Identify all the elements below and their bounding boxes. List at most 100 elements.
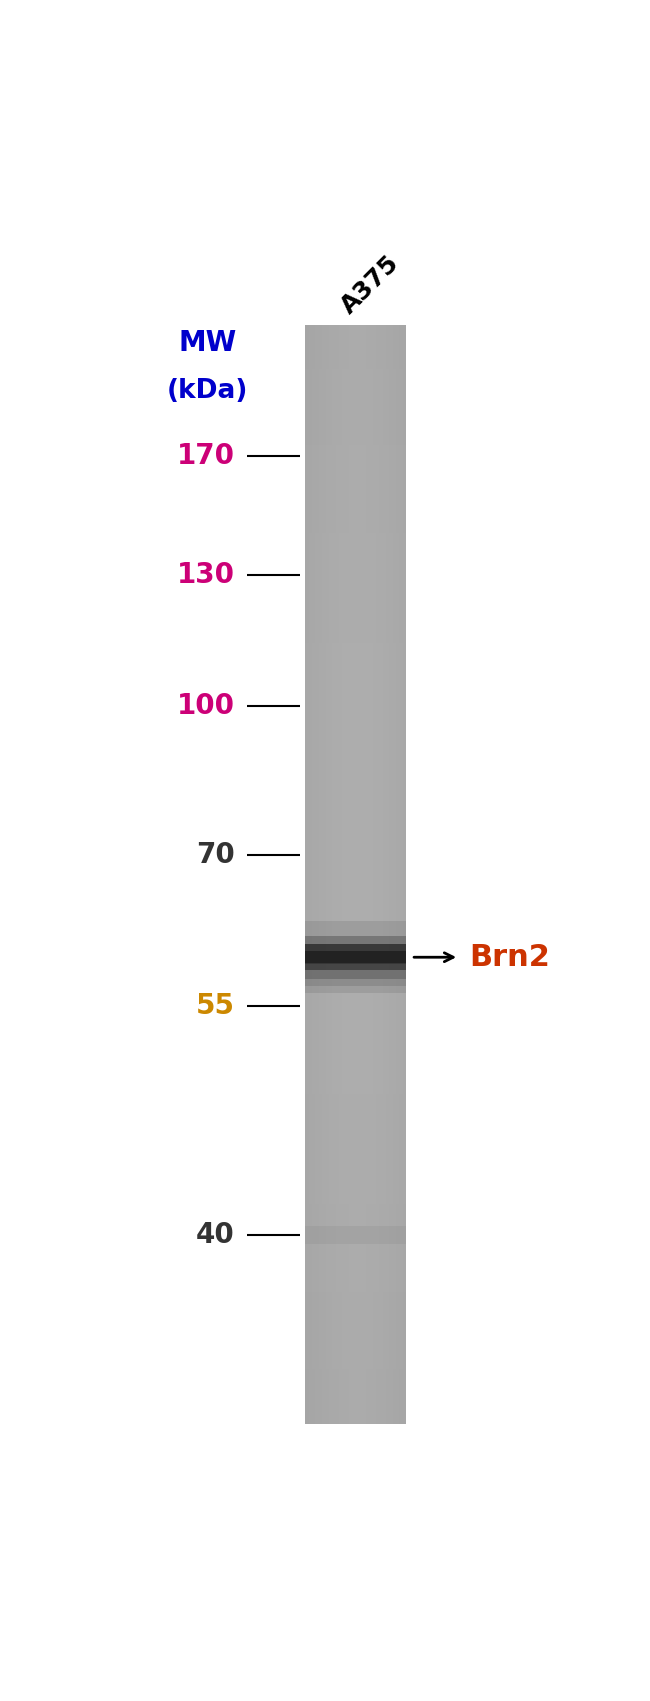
Bar	[306, 621, 406, 633]
Bar	[306, 1050, 406, 1061]
Bar	[306, 874, 406, 885]
Bar	[306, 1116, 406, 1126]
Bar	[306, 1402, 406, 1412]
Bar	[306, 776, 406, 786]
Bar	[306, 1061, 406, 1072]
Bar	[349, 325, 352, 1424]
Bar	[306, 1390, 406, 1402]
Bar	[306, 720, 406, 731]
Bar	[306, 1313, 406, 1325]
Bar	[306, 786, 406, 798]
Bar	[306, 577, 406, 589]
Bar	[393, 325, 396, 1424]
Bar	[339, 325, 343, 1424]
Bar	[306, 1226, 406, 1243]
Bar	[306, 983, 406, 995]
Bar	[343, 325, 346, 1424]
Bar	[380, 325, 383, 1424]
Bar	[306, 391, 406, 401]
Bar	[306, 951, 406, 963]
Bar	[306, 1380, 406, 1390]
Bar	[306, 852, 406, 862]
Text: (kDa): (kDa)	[166, 378, 248, 405]
Bar	[315, 325, 319, 1424]
Bar	[306, 325, 406, 335]
Bar	[306, 589, 406, 599]
Bar	[396, 325, 400, 1424]
Bar	[306, 1160, 406, 1170]
Bar	[306, 1369, 406, 1380]
Bar	[306, 885, 406, 896]
Bar	[306, 1357, 406, 1369]
Bar	[306, 665, 406, 677]
Bar	[306, 468, 406, 478]
Text: 130: 130	[177, 561, 235, 589]
Bar	[306, 1170, 406, 1182]
Bar	[306, 446, 406, 456]
Bar	[306, 599, 406, 611]
Bar	[309, 325, 312, 1424]
Bar	[306, 1039, 406, 1050]
Bar	[346, 325, 349, 1424]
Bar	[403, 325, 406, 1424]
Text: Brn2: Brn2	[469, 942, 550, 971]
Bar	[306, 566, 406, 577]
Bar	[306, 963, 406, 973]
Bar	[306, 840, 406, 852]
Bar	[306, 357, 406, 369]
Bar	[306, 1072, 406, 1084]
Bar	[306, 919, 406, 929]
Bar	[306, 677, 406, 687]
Bar	[306, 643, 406, 655]
Bar	[306, 1347, 406, 1357]
Bar	[383, 325, 386, 1424]
Bar	[306, 1084, 406, 1094]
Bar	[306, 830, 406, 840]
Bar	[326, 325, 329, 1424]
Bar	[306, 1226, 406, 1237]
Bar	[306, 922, 406, 993]
Bar	[363, 325, 366, 1424]
Bar	[306, 907, 406, 919]
Bar	[376, 325, 380, 1424]
Bar	[306, 1148, 406, 1160]
Text: 170: 170	[177, 442, 235, 469]
Text: 55: 55	[196, 992, 235, 1019]
Bar	[306, 896, 406, 907]
Bar	[306, 478, 406, 490]
Bar	[306, 731, 406, 742]
Bar	[306, 1281, 406, 1291]
Text: 100: 100	[177, 692, 235, 720]
Bar	[306, 413, 406, 424]
Bar	[322, 325, 326, 1424]
Bar	[359, 325, 363, 1424]
Bar	[335, 325, 339, 1424]
Bar	[306, 1335, 406, 1347]
Bar	[306, 500, 406, 512]
Bar	[306, 862, 406, 874]
Bar	[306, 936, 406, 978]
Text: 70: 70	[196, 840, 235, 869]
Bar	[366, 325, 369, 1424]
Bar	[306, 1005, 406, 1017]
Bar	[306, 1017, 406, 1027]
Bar	[306, 1237, 406, 1249]
Bar	[306, 944, 406, 970]
Bar	[306, 1182, 406, 1192]
Bar	[306, 1094, 406, 1106]
Bar	[306, 1303, 406, 1313]
Bar	[306, 1027, 406, 1039]
Bar	[400, 325, 403, 1424]
Bar	[372, 325, 376, 1424]
Bar	[352, 325, 356, 1424]
Bar	[306, 1412, 406, 1424]
Bar	[306, 544, 406, 556]
Bar	[319, 325, 322, 1424]
Bar	[306, 1269, 406, 1281]
Bar	[306, 1138, 406, 1148]
Bar	[306, 973, 406, 983]
Bar	[306, 434, 406, 446]
Bar	[306, 424, 406, 434]
Bar	[329, 325, 332, 1424]
Bar	[306, 808, 406, 820]
